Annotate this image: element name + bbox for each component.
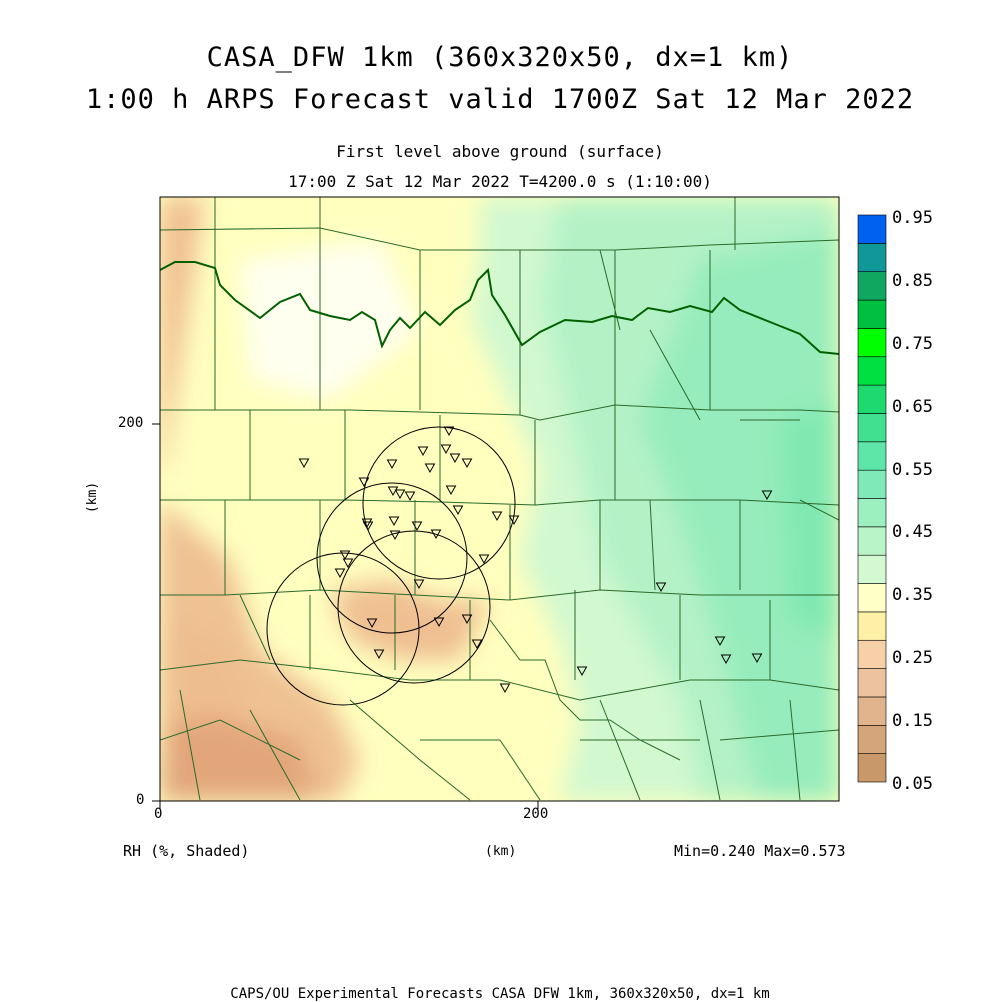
colorbar-label: 0.45 — [892, 522, 933, 542]
colorbar-swatch — [857, 696, 887, 726]
station-marker — [576, 666, 588, 677]
station-marker — [491, 511, 503, 522]
plot-frame — [159, 196, 840, 802]
colorbar-swatch — [857, 469, 887, 499]
station-marker — [342, 558, 354, 569]
y-tick-0: 0 — [136, 792, 145, 808]
state-boundary — [160, 261, 839, 355]
colorbar-label: 0.15 — [892, 711, 933, 731]
station-marker — [413, 579, 425, 590]
colorbar-swatch — [857, 724, 887, 754]
colorbar-label: 0.95 — [892, 208, 933, 228]
station-marker — [298, 458, 310, 469]
colorbar-swatch — [857, 356, 887, 386]
colorbar-swatch — [857, 243, 887, 273]
station-marker — [389, 530, 401, 541]
colorbar-swatch — [857, 611, 887, 641]
colorbar-swatch — [857, 554, 887, 584]
station-marker — [714, 636, 726, 647]
station-marker — [430, 529, 442, 540]
subtitle-time: 17:00 Z Sat 12 Mar 2022 T=4200.0 s (1:10… — [288, 172, 712, 191]
colorbar-label: 0.55 — [892, 460, 933, 480]
station-marker — [720, 654, 732, 665]
station-marker — [471, 639, 483, 650]
station-marker — [443, 426, 455, 437]
station-markers — [298, 426, 773, 694]
rh-shaded-field — [160, 197, 839, 801]
colorbar-swatch — [857, 753, 887, 783]
subtitle-level: First level above ground (surface) — [336, 142, 664, 161]
colorbar-label: 0.65 — [892, 397, 933, 417]
colorbar-swatch — [857, 328, 887, 358]
station-marker — [478, 554, 490, 565]
station-marker — [339, 550, 351, 561]
station-marker — [386, 459, 398, 470]
colorbar-swatch — [857, 526, 887, 556]
station-marker — [334, 568, 346, 579]
footer-credit: CAPS/OU Experimental Forecasts CASA DFW … — [230, 986, 770, 1002]
colorbar-swatch — [857, 441, 887, 471]
station-marker — [404, 491, 416, 502]
station-marker — [417, 446, 429, 457]
colorbar-swatch — [857, 668, 887, 698]
station-marker — [751, 653, 763, 664]
title-line-1: CASA_DFW 1km (360x320x50, dx=1 km) — [206, 42, 794, 73]
colorbar-swatch — [857, 583, 887, 613]
radar-range-rings — [266, 426, 516, 706]
station-marker — [366, 618, 378, 629]
station-marker — [394, 489, 406, 500]
x-tick-0: 0 — [154, 806, 163, 822]
station-marker — [388, 516, 400, 527]
colorbar — [857, 214, 887, 783]
station-marker — [508, 515, 520, 526]
colorbar-label: 0.85 — [892, 271, 933, 291]
station-marker — [358, 477, 370, 488]
colorbar-label: 0.75 — [892, 334, 933, 354]
station-marker — [449, 453, 461, 464]
colorbar-swatch — [857, 271, 887, 301]
station-marker — [461, 458, 473, 469]
station-marker — [655, 582, 667, 593]
station-marker — [445, 485, 457, 496]
station-marker — [433, 617, 445, 628]
x-tick-200: 200 — [523, 806, 549, 822]
axis-ticks — [152, 423, 539, 809]
colorbar-swatch — [857, 299, 887, 329]
min-max-stats: Min=0.240 Max=0.573 — [674, 842, 846, 860]
colorbar-swatch — [857, 498, 887, 528]
colorbar-label: 0.35 — [892, 585, 933, 605]
x-axis-label: (km) — [485, 844, 517, 859]
colorbar-label: 0.25 — [892, 648, 933, 668]
station-marker — [362, 521, 374, 532]
station-marker — [361, 518, 373, 529]
station-marker — [499, 683, 511, 694]
station-marker — [424, 463, 436, 474]
county-boundaries — [160, 197, 839, 801]
station-marker — [411, 521, 423, 532]
y-tick-200: 200 — [118, 415, 144, 431]
colorbar-label: 0.05 — [892, 774, 933, 794]
station-marker — [452, 505, 464, 516]
colorbar-swatch — [857, 384, 887, 414]
colorbar-swatch — [857, 214, 887, 244]
colorbar-swatch — [857, 413, 887, 443]
y-axis-label: (km) — [85, 481, 101, 514]
station-marker — [440, 444, 452, 455]
station-marker — [761, 490, 773, 501]
station-marker — [387, 486, 399, 497]
station-marker — [461, 614, 473, 625]
field-label: RH (%, Shaded) — [123, 842, 250, 860]
title-line-2: 1:00 h ARPS Forecast valid 1700Z Sat 12 … — [85, 84, 915, 115]
colorbar-swatch — [857, 639, 887, 669]
station-marker — [373, 649, 385, 660]
